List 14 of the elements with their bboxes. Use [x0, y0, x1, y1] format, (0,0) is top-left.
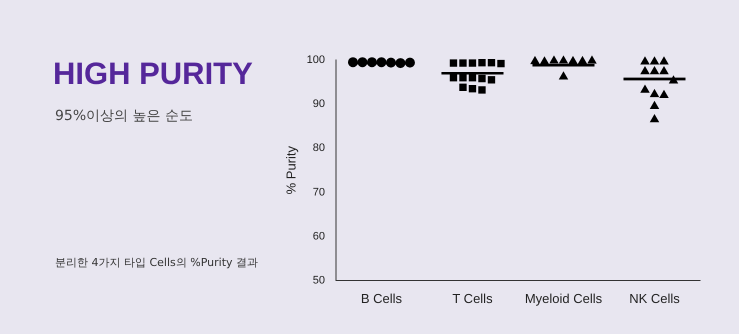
y-tick-label: 70	[312, 186, 325, 198]
x-tick-label: T Cells	[452, 290, 494, 306]
x-tick-label: Myeloid Cells	[524, 290, 603, 306]
y-tick-label: 90	[312, 98, 325, 110]
y-axis-title: % Purity	[283, 146, 298, 194]
x-tick-label: NK Cells	[629, 290, 680, 306]
x-tick-label: B Cells	[360, 290, 403, 306]
y-tick-label: 50	[312, 274, 325, 286]
text: 분리한 4가지 타입 Cells의 %Purity 결과	[55, 255, 260, 270]
y-tick-label: 60	[312, 230, 325, 242]
y-tick-label: 80	[312, 142, 325, 154]
text: 95%이상의 높은 순도	[55, 107, 194, 125]
y-tick-label: 100	[306, 54, 325, 66]
chart-title: HIGH PURITY	[53, 56, 253, 92]
